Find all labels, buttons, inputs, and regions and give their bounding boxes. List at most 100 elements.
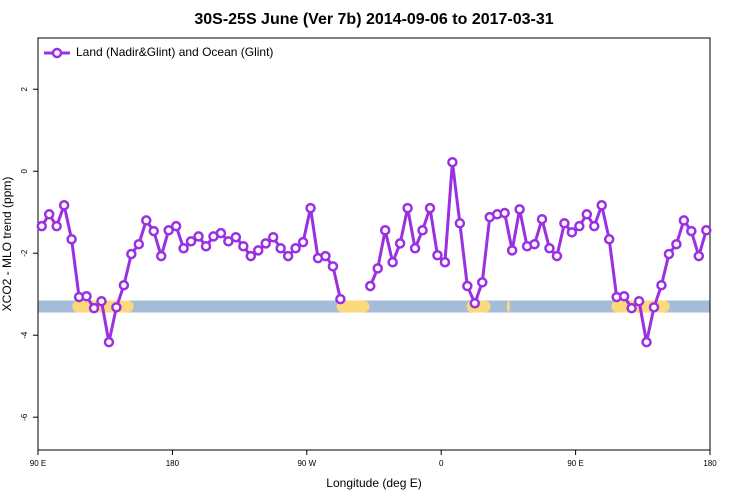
- data-point: [462, 280, 473, 292]
- y-tick-label: 0: [20, 168, 29, 173]
- data-point: [701, 225, 712, 236]
- data-point: [499, 207, 510, 219]
- legend-label: Land (Nadir&Glint) and Ocean (Glint): [76, 45, 273, 59]
- data-point: [417, 225, 428, 236]
- y-tick-label: 2: [20, 86, 29, 91]
- data-point: [320, 250, 331, 262]
- data-point: [96, 295, 107, 307]
- data-point: [230, 231, 242, 243]
- data-point: [253, 245, 264, 256]
- x-tick-label: 0: [439, 459, 444, 468]
- plot-frame: [37, 37, 711, 451]
- land-segment: [336, 300, 370, 313]
- x-tick-label: 180: [703, 459, 717, 468]
- data-point: [447, 156, 458, 168]
- data-point: [58, 200, 70, 211]
- data-point: [648, 302, 660, 313]
- data-point: [133, 238, 145, 250]
- data-point: [596, 200, 607, 211]
- data-point: [66, 234, 77, 245]
- data-point: [693, 250, 705, 262]
- data-point: [372, 263, 383, 274]
- legend-marker: [51, 47, 63, 59]
- x-tick-label: 90 W: [297, 459, 316, 468]
- data-point: [275, 243, 286, 254]
- data-line: [40, 160, 708, 344]
- data-point: [686, 225, 697, 237]
- y-tick-label: -2: [20, 249, 29, 257]
- data-point: [148, 225, 159, 237]
- data-point: [379, 225, 391, 236]
- data-point: [163, 225, 174, 236]
- data-point: [260, 238, 271, 249]
- data-point: [126, 248, 137, 260]
- x-tick-label: 180: [166, 459, 180, 468]
- data-point: [424, 202, 436, 214]
- x-axis-label: Longitude (deg E): [326, 476, 421, 490]
- data-point: [335, 293, 346, 305]
- data-point: [581, 209, 593, 220]
- y-tick-label: -4: [20, 331, 29, 339]
- data-point: [514, 204, 525, 215]
- data-point: [551, 250, 563, 262]
- data-point: [365, 280, 376, 292]
- data-point: [394, 238, 406, 249]
- data-point: [656, 279, 667, 291]
- chart-title: 30S-25S June (Ver 7b) 2014-09-06 to 2017…: [194, 11, 553, 28]
- data-point: [141, 215, 152, 226]
- data-point: [43, 209, 55, 220]
- data-point: [103, 336, 115, 348]
- data-point: [51, 220, 62, 232]
- data-point: [477, 277, 488, 288]
- data-point: [454, 218, 466, 229]
- data-point: [245, 250, 257, 262]
- data-point: [529, 238, 540, 250]
- data-point: [170, 220, 182, 232]
- data-point: [633, 295, 645, 307]
- data-point: [155, 250, 167, 262]
- data-point: [589, 220, 600, 232]
- data-point: [536, 213, 548, 225]
- surface-band: [38, 300, 710, 313]
- data-point: [327, 261, 339, 272]
- data-point: [88, 302, 100, 314]
- data-point: [439, 256, 451, 268]
- data-point: [574, 220, 585, 232]
- data-point: [297, 236, 309, 248]
- data-point: [81, 291, 92, 302]
- data-point: [469, 297, 481, 309]
- x-tick-label: 90 E: [567, 459, 583, 468]
- data-point: [506, 245, 518, 256]
- data-point: [409, 243, 421, 254]
- data-point: [432, 250, 443, 261]
- data-point: [663, 248, 675, 260]
- data-point: [626, 302, 637, 314]
- data-point: [282, 250, 294, 262]
- data-point: [267, 231, 279, 243]
- data-point: [36, 220, 47, 232]
- data-point: [185, 236, 197, 247]
- data-point: [305, 202, 316, 214]
- data-point: [671, 238, 682, 250]
- data-point: [200, 241, 212, 252]
- x-tick-label: 90 E: [30, 459, 46, 468]
- data-point: [618, 291, 630, 302]
- data-point: [238, 241, 249, 252]
- data-point: [178, 243, 189, 254]
- data-point: [118, 279, 130, 291]
- data-point: [559, 218, 570, 229]
- y-tick-label: -6: [20, 413, 29, 421]
- data-point: [641, 336, 652, 348]
- data-point: [603, 234, 615, 245]
- data-point: [290, 243, 301, 254]
- land-segment: [506, 300, 510, 313]
- data-point: [193, 231, 204, 242]
- data-point: [387, 256, 398, 268]
- data-point: [678, 215, 690, 226]
- y-axis-label: XCO2 - MLO trend (ppm): [0, 177, 14, 312]
- data-point: [215, 227, 227, 239]
- data-point: [223, 236, 234, 247]
- data-point: [402, 202, 413, 214]
